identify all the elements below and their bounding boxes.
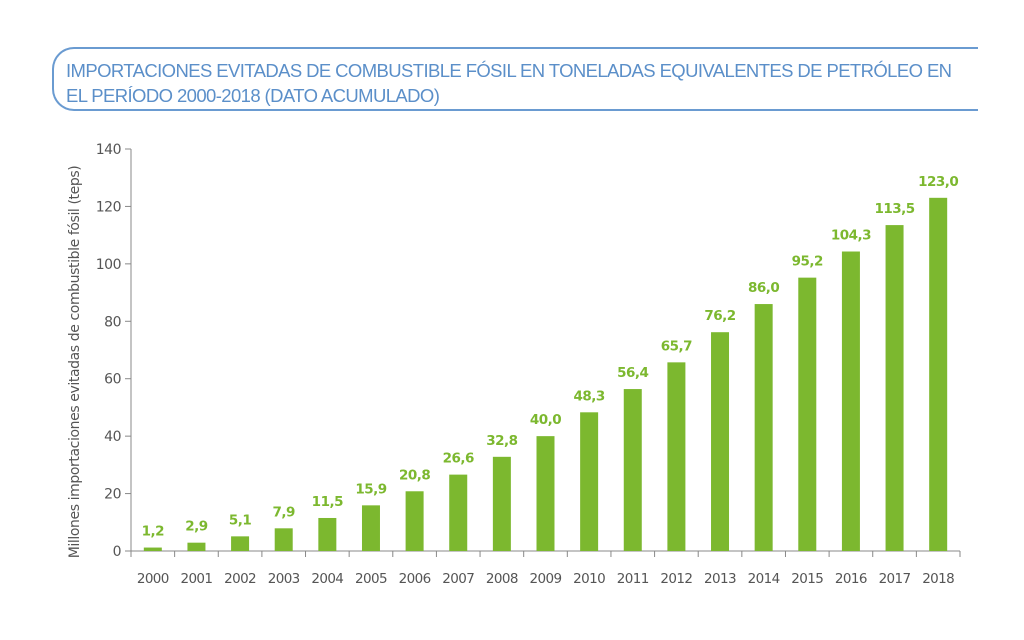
data-label: 95,2	[792, 254, 823, 270]
title-frame	[52, 47, 978, 111]
data-label: 113,5	[874, 201, 914, 217]
y-tick-label: 40	[104, 429, 121, 445]
x-tick-label: 2008	[486, 571, 518, 587]
data-label: 7,9	[272, 504, 295, 520]
y-tick-label: 20	[104, 487, 121, 503]
x-tick-label: 2003	[268, 571, 300, 587]
bar-2005	[361, 505, 380, 551]
bar-2000	[143, 547, 162, 551]
x-tick-label: 2015	[791, 571, 823, 587]
bar-2016	[841, 251, 860, 551]
x-tick-label: 2014	[748, 571, 780, 587]
x-tick-label: 2007	[442, 571, 474, 587]
data-label: 1,2	[142, 524, 165, 540]
x-tick-label: 2009	[530, 571, 562, 587]
x-tick-label: 2002	[224, 571, 256, 587]
x-tick-label: 2011	[617, 571, 649, 587]
bar-2013	[711, 332, 730, 551]
data-label: 32,8	[486, 433, 517, 449]
bar-2004	[318, 517, 337, 551]
data-label: 5,1	[229, 512, 252, 528]
data-label: 48,3	[573, 388, 604, 404]
bar-2017	[885, 225, 904, 552]
y-tick-label: 100	[96, 257, 121, 273]
bar-2018	[929, 197, 948, 552]
x-tick-label: 2018	[922, 571, 954, 587]
bar-2006	[405, 491, 424, 551]
bar-2003	[274, 528, 293, 551]
bar-2007	[449, 474, 468, 551]
x-tick-label: 2005	[355, 571, 387, 587]
bar-2012	[667, 362, 686, 551]
x-tick-label: 2006	[399, 571, 431, 587]
data-label: 65,7	[661, 338, 692, 354]
bar-2010	[580, 412, 599, 551]
y-tick-label: 0	[113, 544, 121, 560]
data-label: 56,4	[617, 365, 648, 381]
data-label: 76,2	[704, 308, 735, 324]
y-axis-label: Millones importaciones evitadas de combu…	[67, 166, 83, 559]
data-label: 86,0	[748, 280, 779, 296]
chart-title: IMPORTACIONES EVITADAS DE COMBUSTIBLE FÓ…	[66, 60, 952, 106]
x-tick-label: 2010	[573, 571, 605, 587]
x-tick-label: 2000	[137, 571, 169, 587]
bar-2008	[492, 456, 511, 551]
data-label: 26,6	[443, 451, 474, 467]
x-tick-label: 2013	[704, 571, 736, 587]
y-tick-label: 60	[104, 372, 121, 388]
bar-2011	[623, 389, 642, 551]
data-label: 11,5	[312, 494, 343, 510]
data-label: 40,0	[530, 412, 561, 428]
data-label: 123,0	[918, 174, 958, 190]
bar-2002	[231, 536, 250, 551]
x-tick-label: 2016	[835, 571, 867, 587]
bar-2014	[754, 304, 773, 551]
data-label: 15,9	[355, 481, 386, 497]
y-tick-label: 140	[96, 142, 121, 158]
data-label: 2,9	[185, 519, 208, 535]
data-label: 104,3	[831, 228, 871, 244]
data-label: 20,8	[399, 467, 430, 483]
x-tick-label: 2001	[180, 571, 212, 587]
y-tick-label: 120	[96, 199, 121, 215]
bar-2009	[536, 436, 555, 551]
x-tick-label: 2017	[879, 571, 911, 587]
x-tick-label: 2004	[311, 571, 343, 587]
bar-2015	[798, 277, 817, 551]
bar-2001	[187, 542, 206, 551]
y-tick-label: 80	[104, 314, 121, 330]
x-tick-label: 2012	[660, 571, 692, 587]
